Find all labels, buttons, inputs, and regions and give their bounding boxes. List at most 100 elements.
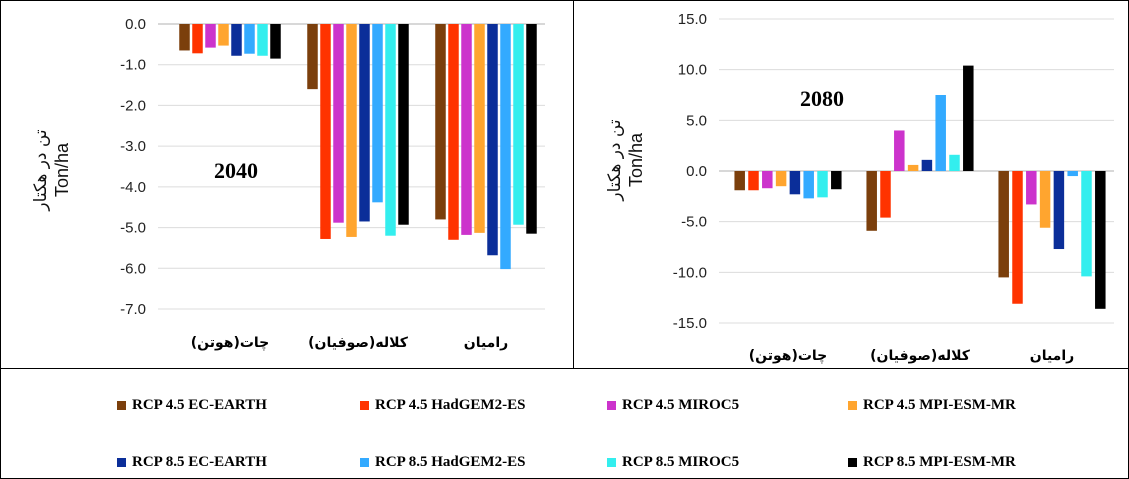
bar-2040-1-4 — [359, 24, 370, 222]
bar-2080-2-6 — [1081, 171, 1092, 277]
bar-2080-2-0 — [998, 171, 1009, 278]
legend-label-1: RCP 4.5 HadGEM2-ES — [375, 396, 526, 413]
bar-2040-0-2 — [205, 24, 216, 48]
bar-2040-0-7 — [270, 24, 281, 59]
y-tick-label-2040-5: -5.0 — [120, 220, 146, 237]
category-label-2080-2: رامیان — [1030, 348, 1074, 364]
bar-2040-0-5 — [244, 24, 255, 54]
legend-item-0: RCP 4.5 EC-EARTH — [117, 395, 267, 415]
bar-2040-0-1 — [192, 24, 203, 54]
legend-item-1: RCP 4.5 HadGEM2-ES — [360, 395, 525, 415]
bar-2080-0-6 — [817, 171, 828, 198]
legend-label-5: RCP 8.5 HadGEM2-ES — [375, 453, 526, 470]
bar-2040-1-0 — [307, 24, 318, 90]
bar-2080-2-2 — [1026, 171, 1037, 205]
chart-title-2040: 2040 — [214, 158, 258, 183]
bar-2080-2-5 — [1067, 171, 1078, 177]
legend-label-2: RCP 4.5 MIROC5 — [622, 396, 740, 413]
legend-label-3: RCP 4.5 MPI-ESM-MR — [863, 396, 1016, 413]
legend-swatch-3 — [848, 400, 857, 410]
panel-divider-vertical — [573, 0, 574, 368]
bar-2040-2-4 — [487, 24, 498, 256]
legend-item-4: RCP 8.5 EC-EARTH — [117, 452, 267, 472]
chart-title-2080: 2080 — [800, 86, 844, 111]
bar-2040-0-0 — [179, 24, 190, 51]
y-tick-label-2080-4: -5.0 — [681, 214, 707, 231]
bar-2040-0-4 — [231, 24, 242, 56]
bar-2040-2-0 — [435, 24, 446, 220]
bar-2080-0-1 — [748, 171, 759, 191]
y-tick-label-2080-0: 15.0 — [678, 11, 707, 28]
bars-2040 — [179, 24, 537, 270]
y-tick-label-2080-3: 0.0 — [686, 163, 707, 180]
bar-2080-1-1 — [880, 171, 891, 218]
category-label-2080-1: کلاله(صوفیان) — [870, 348, 971, 364]
bar-2080-1-3 — [907, 164, 919, 171]
bar-2080-0-2 — [762, 171, 773, 189]
bar-2080-2-4 — [1053, 171, 1065, 250]
bar-2040-2-5 — [500, 24, 511, 270]
legend-item-6: RCP 8.5 MIROC5 — [607, 452, 739, 472]
bar-2080-1-0 — [866, 171, 877, 231]
bar-2040-2-2 — [461, 24, 472, 235]
bar-2040-2-7 — [526, 24, 537, 234]
y-tick-label-2040-7: -7.0 — [120, 301, 146, 318]
legend-swatch-6 — [607, 457, 616, 467]
legend-swatch-7 — [848, 457, 857, 467]
legend-swatch-2 — [607, 400, 616, 410]
y-tick-label-2040-0: 0.0 — [125, 16, 146, 33]
y-tick-label-2040-3: -3.0 — [120, 138, 146, 155]
legend-swatch-1 — [360, 400, 369, 410]
bar-2040-1-7 — [398, 24, 409, 225]
bar-2040-1-3 — [346, 24, 357, 237]
axis-2080: 15.0 10.0 5.0 0.0 -5.0 -10.0 -15.0 چات(هوتن) کلا… — [673, 11, 1074, 364]
legend-label-4: RCP 8.5 EC-EARTH — [132, 453, 267, 470]
chart-2080: 15.0 10.0 5.0 0.0 -5.0 -10.0 -15.0 چات(هوتن) کلا… — [605, 11, 1114, 364]
bar-2080-0-7 — [831, 171, 842, 190]
legend-item-3: RCP 4.5 MPI-ESM-MR — [848, 395, 1016, 415]
bar-2040-2-6 — [513, 24, 524, 225]
y-tick-label-2080-6: -15.0 — [673, 315, 707, 332]
y-tick-label-2080-2: 5.0 — [686, 112, 707, 129]
y-axis-label-fa-2040: تن در هکتار — [31, 129, 51, 211]
category-label-2040-2: رامیان — [464, 335, 508, 351]
legend-item-7: RCP 8.5 MPI-ESM-MR — [848, 452, 1016, 472]
y-tick-label-2040-1: -1.0 — [120, 57, 146, 74]
bar-2080-0-5 — [803, 171, 814, 199]
bar-2040-0-6 — [257, 24, 268, 56]
bar-2080-1-2 — [894, 130, 905, 171]
y-tick-label-2040-2: -2.0 — [120, 97, 146, 114]
bar-2080-1-4 — [921, 159, 933, 171]
legend-swatch-4 — [117, 457, 126, 467]
bar-2040-0-3 — [218, 24, 229, 46]
y-tick-label-2040-4: -4.0 — [120, 179, 146, 196]
y-axis-label-en-2040: Ton/ha — [52, 142, 72, 197]
y-axis-label-en-2080: Ton/ha — [626, 132, 646, 187]
bar-2080-1-5 — [935, 95, 946, 171]
chart-2040: 0.0 -1.0 -2.0 -3.0 -4.0 -5.0 -6.0 -7.0 چات(هوتن)… — [31, 16, 545, 351]
bar-2040-1-5 — [372, 24, 383, 203]
legend: RCP 4.5 EC-EARTH RCP 4.5 HadGEM2-ES RCP 4.… — [0, 370, 1129, 478]
legend-label-6: RCP 8.5 MIROC5 — [622, 453, 740, 470]
y-tick-label-2080-5: -10.0 — [673, 264, 707, 281]
legend-swatch-5 — [360, 457, 369, 467]
panel-divider-horizontal — [0, 368, 1129, 369]
bar-2040-2-3 — [474, 24, 485, 233]
bar-2040-1-6 — [385, 24, 396, 236]
category-label-2040-1: کلاله(صوفیان) — [308, 335, 409, 351]
legend-label-0: RCP 4.5 EC-EARTH — [132, 396, 267, 413]
bar-2080-0-0 — [734, 171, 745, 191]
bar-2080-1-6 — [949, 154, 960, 171]
y-tick-label-2080-1: 10.0 — [678, 62, 707, 79]
bar-2040-1-1 — [320, 24, 331, 239]
bars-2080 — [734, 65, 1106, 309]
legend-swatch-0 — [117, 400, 126, 410]
bar-2080-2-1 — [1012, 171, 1023, 304]
legend-item-2: RCP 4.5 MIROC5 — [607, 395, 739, 415]
legend-label-7: RCP 8.5 MPI-ESM-MR — [863, 453, 1016, 470]
axis-2040: 0.0 -1.0 -2.0 -3.0 -4.0 -5.0 -6.0 -7.0 چات(هوتن)… — [120, 16, 508, 351]
y-axis-label-fa-2080: تن در هکتار — [605, 119, 625, 201]
bar-2080-2-3 — [1039, 171, 1051, 228]
category-label-2080-0: چات(هوتن) — [749, 348, 828, 364]
bar-2080-2-7 — [1095, 171, 1106, 309]
